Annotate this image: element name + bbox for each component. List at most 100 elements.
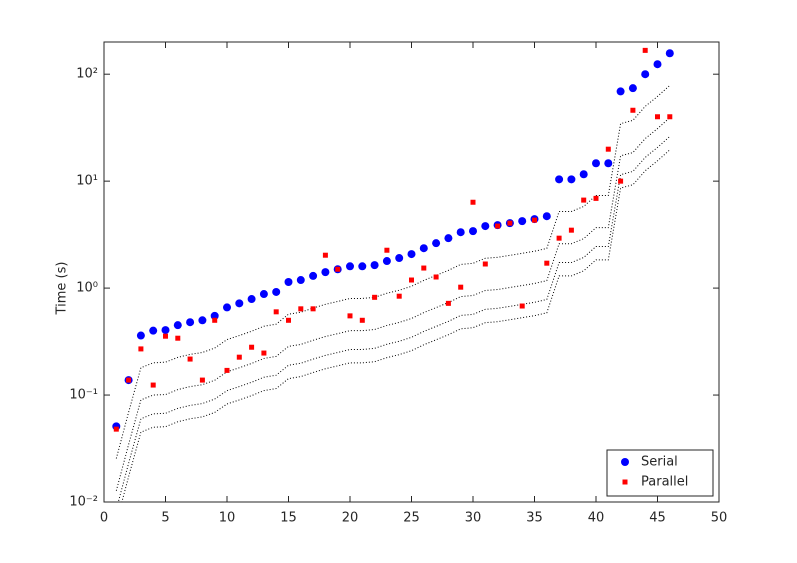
point bbox=[469, 227, 477, 236]
plot-frame bbox=[103, 41, 720, 503]
point bbox=[150, 382, 156, 388]
point bbox=[175, 335, 181, 341]
point bbox=[444, 234, 453, 243]
point bbox=[163, 333, 168, 339]
point bbox=[286, 317, 291, 323]
point bbox=[581, 197, 587, 203]
point bbox=[445, 300, 451, 306]
point bbox=[579, 170, 588, 179]
y-tick-label: 10² bbox=[76, 67, 98, 82]
x-tick-label: 50 bbox=[711, 511, 728, 526]
point bbox=[653, 60, 662, 69]
point bbox=[567, 175, 576, 184]
point bbox=[321, 268, 330, 277]
point bbox=[113, 426, 119, 432]
point bbox=[272, 287, 281, 296]
x-tick-label: 30 bbox=[465, 511, 482, 526]
point bbox=[259, 290, 268, 299]
point bbox=[419, 244, 428, 253]
point bbox=[298, 306, 304, 312]
point bbox=[532, 217, 537, 223]
point bbox=[247, 295, 256, 304]
point bbox=[628, 84, 637, 93]
point bbox=[358, 262, 367, 271]
point bbox=[481, 222, 490, 231]
point bbox=[519, 303, 525, 309]
point bbox=[224, 367, 230, 373]
point bbox=[470, 199, 476, 205]
point bbox=[309, 271, 318, 280]
point bbox=[384, 247, 390, 253]
point bbox=[199, 377, 205, 383]
point bbox=[642, 47, 648, 53]
point bbox=[667, 114, 673, 120]
point bbox=[273, 309, 279, 315]
point bbox=[236, 354, 242, 360]
point bbox=[347, 313, 353, 319]
point bbox=[507, 220, 513, 226]
point bbox=[249, 344, 255, 350]
point bbox=[456, 228, 465, 237]
point bbox=[296, 276, 305, 285]
point bbox=[284, 278, 293, 287]
point bbox=[395, 254, 404, 263]
point bbox=[618, 178, 624, 184]
x-tick-label: 20 bbox=[342, 511, 359, 526]
point bbox=[641, 70, 650, 79]
point bbox=[556, 235, 562, 241]
point bbox=[359, 317, 365, 323]
point bbox=[458, 284, 464, 290]
x-tick-label: 15 bbox=[280, 511, 297, 526]
legend-label: Parallel bbox=[641, 475, 688, 490]
point bbox=[161, 326, 170, 335]
point bbox=[396, 293, 402, 299]
point bbox=[568, 227, 574, 233]
reference-line bbox=[121, 149, 671, 502]
point bbox=[310, 306, 316, 312]
y-tick-label: 10¹ bbox=[76, 174, 98, 189]
point bbox=[655, 114, 660, 120]
legend-label: Serial bbox=[641, 455, 678, 470]
point bbox=[593, 195, 599, 201]
point bbox=[407, 250, 416, 259]
y-tick-label: 10⁰ bbox=[76, 281, 98, 296]
point bbox=[555, 175, 564, 184]
x-tick-label: 40 bbox=[588, 511, 605, 526]
x-tick-label: 25 bbox=[403, 511, 420, 526]
legend-box bbox=[606, 449, 714, 497]
point bbox=[665, 49, 674, 58]
point bbox=[235, 299, 244, 308]
point bbox=[126, 377, 132, 383]
point bbox=[605, 146, 611, 152]
y-axis-label: Time (s) bbox=[55, 262, 70, 316]
point bbox=[370, 261, 379, 270]
x-tick-label: 5 bbox=[161, 511, 169, 526]
point bbox=[223, 303, 231, 312]
point bbox=[261, 350, 267, 356]
point bbox=[149, 326, 158, 335]
point bbox=[187, 356, 193, 362]
point bbox=[421, 265, 427, 271]
point bbox=[518, 217, 527, 226]
x-tick-label: 0 bbox=[100, 511, 108, 526]
plot-area bbox=[112, 47, 674, 502]
reference-line bbox=[115, 85, 671, 459]
point bbox=[335, 266, 341, 272]
legend-marker bbox=[621, 458, 629, 466]
x-tick-label: 45 bbox=[649, 511, 666, 526]
point bbox=[372, 294, 378, 300]
point bbox=[198, 316, 207, 325]
point bbox=[482, 261, 488, 267]
point bbox=[322, 252, 328, 258]
x-tick-label: 35 bbox=[526, 511, 543, 526]
point bbox=[212, 317, 218, 323]
point bbox=[382, 257, 391, 266]
point bbox=[542, 212, 551, 221]
x-tick-label: 10 bbox=[219, 511, 236, 526]
y-tick-label: 10⁻¹ bbox=[69, 388, 98, 403]
point bbox=[173, 321, 182, 330]
point bbox=[616, 87, 625, 96]
point bbox=[495, 223, 501, 229]
point bbox=[186, 318, 195, 327]
